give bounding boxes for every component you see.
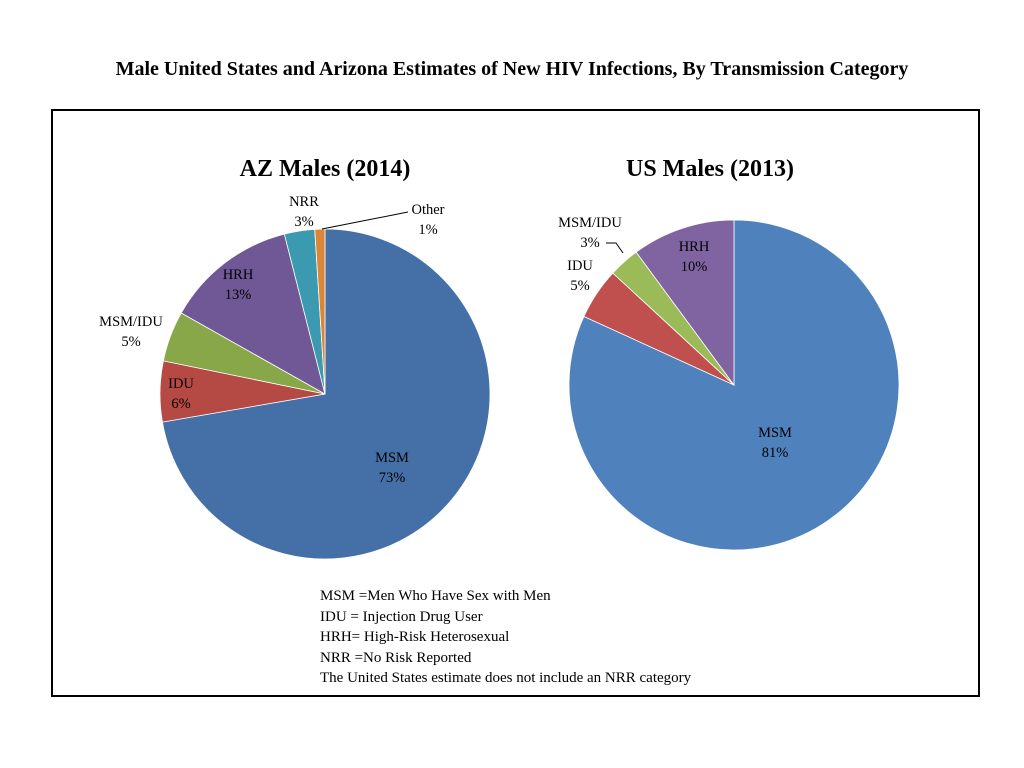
az-value-msm: 73% bbox=[379, 470, 406, 486]
us-chart-title: US Males (2013) bbox=[626, 156, 794, 182]
az-value-idu: 6% bbox=[171, 396, 190, 412]
az-value-nrr: 3% bbox=[294, 214, 313, 230]
us-leader-msm-idu bbox=[606, 242, 624, 254]
us-pie: MSM 81% IDU 5% MSM/IDU 3% HRH 10% bbox=[558, 215, 900, 551]
az-value-hrh: 13% bbox=[225, 287, 252, 303]
az-label-idu: IDU bbox=[168, 376, 194, 392]
note-idu: IDU = Injection Drug User bbox=[320, 608, 483, 625]
us-value-hrh: 10% bbox=[681, 259, 708, 275]
chart-frame bbox=[51, 109, 980, 697]
az-slice-other bbox=[314, 228, 326, 395]
az-chart-title: AZ Males (2014) bbox=[239, 156, 411, 182]
note-hrh: HRH= High-Risk Heterosexual bbox=[320, 629, 510, 645]
az-label-msm: MSM bbox=[375, 450, 409, 466]
az-slice-msm bbox=[161, 228, 491, 560]
us-label-idu: IDU bbox=[567, 258, 593, 274]
us-slice-hrh bbox=[635, 219, 735, 387]
us-value-idu: 5% bbox=[570, 278, 589, 294]
az-label-nrr: NRR bbox=[289, 194, 319, 210]
us-value-msm: 81% bbox=[762, 445, 789, 461]
page-title: Male United States and Arizona Estimates… bbox=[115, 58, 909, 80]
definitions-notes: MSM =Men Who Have Sex with Men IDU = Inj… bbox=[320, 586, 691, 689]
az-label-other: Other bbox=[411, 202, 444, 218]
us-label-msm: MSM bbox=[758, 425, 792, 441]
az-leader-other bbox=[321, 211, 409, 230]
note-msm: MSM =Men Who Have Sex with Men bbox=[320, 588, 551, 604]
az-slice-hrh bbox=[180, 233, 326, 395]
note-nrr: NRR =No Risk Reported bbox=[320, 649, 472, 666]
az-value-other: 1% bbox=[418, 222, 437, 238]
az-label-msm-idu: MSM/IDU bbox=[99, 314, 163, 330]
az-pie: MSM 73% IDU 6% MSM/IDU 5% HRH 13% NRR 3% Other 1% bbox=[99, 194, 491, 560]
az-label-hrh: HRH bbox=[223, 267, 254, 283]
us-value-msm-idu: 3% bbox=[580, 235, 599, 251]
az-value-msm-idu: 5% bbox=[121, 334, 140, 350]
note-us-nrr: The United States estimate does not incl… bbox=[320, 670, 692, 686]
us-label-hrh: HRH bbox=[679, 239, 710, 255]
us-label-msm-idu: MSM/IDU bbox=[558, 215, 622, 231]
